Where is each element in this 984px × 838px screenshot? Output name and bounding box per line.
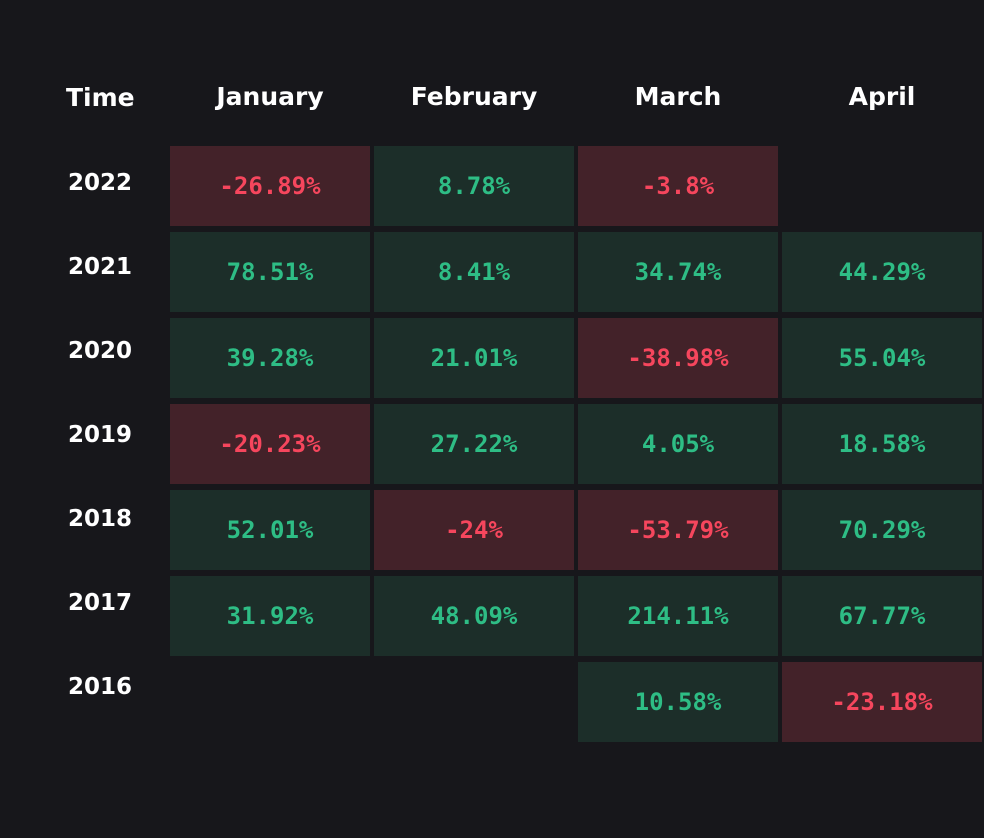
heatmap-cell-2021-february: 8.41% <box>374 232 574 312</box>
heatmap-cell-2020-february: 21.01% <box>374 318 574 398</box>
column-header-april: April <box>848 82 916 111</box>
heatmap-cell-2017-february: 48.09% <box>374 576 574 656</box>
time-column-header: Time <box>66 83 135 112</box>
heatmap-cell-2019-april: 18.58% <box>782 404 982 484</box>
row-label-2019: 2019 <box>68 422 133 448</box>
heatmap-cell-2021-april: 44.29% <box>782 232 982 312</box>
heatmap-cell-2017-april: 67.77% <box>782 576 982 656</box>
heatmap-cell-2022-january: -26.89% <box>170 146 370 226</box>
heatmap-cell-2020-march: -38.98% <box>578 318 778 398</box>
column-header-january: January <box>216 82 324 111</box>
heatmap-cell-2019-february: 27.22% <box>374 404 574 484</box>
heatmap-cell-2018-april: 70.29% <box>782 490 982 570</box>
heatmap-cell-2020-april: 55.04% <box>782 318 982 398</box>
row-label-2018: 2018 <box>68 506 133 532</box>
heatmap-cell-2022-february: 8.78% <box>374 146 574 226</box>
heatmap-cell-2017-january: 31.92% <box>170 576 370 656</box>
row-label-2017: 2017 <box>68 590 133 616</box>
heatmap-cell-2019-march: 4.05% <box>578 404 778 484</box>
heatmap-cell-2018-january: 52.01% <box>170 490 370 570</box>
heatmap-cell-2016-april: -23.18% <box>782 662 982 742</box>
column-header-february: February <box>410 82 538 111</box>
heatmap-cell-2022-march: -3.8% <box>578 146 778 226</box>
row-label-2020: 2020 <box>68 338 133 364</box>
heatmap-cell-2018-february: -24% <box>374 490 574 570</box>
row-label-2016: 2016 <box>68 674 133 700</box>
row-label-2021: 2021 <box>68 254 133 280</box>
heatmap-cell-2021-january: 78.51% <box>170 232 370 312</box>
heatmap-cell-2019-january: -20.23% <box>170 404 370 484</box>
row-label-2022: 2022 <box>68 170 133 196</box>
heatmap-cell-2018-march: -53.79% <box>578 490 778 570</box>
heatmap-cell-2016-march: 10.58% <box>578 662 778 742</box>
heatmap-cell-2017-march: 214.11% <box>578 576 778 656</box>
heatmap-cell-2020-january: 39.28% <box>170 318 370 398</box>
heatmap-cell-2021-march: 34.74% <box>578 232 778 312</box>
column-header-march: March <box>634 82 722 111</box>
